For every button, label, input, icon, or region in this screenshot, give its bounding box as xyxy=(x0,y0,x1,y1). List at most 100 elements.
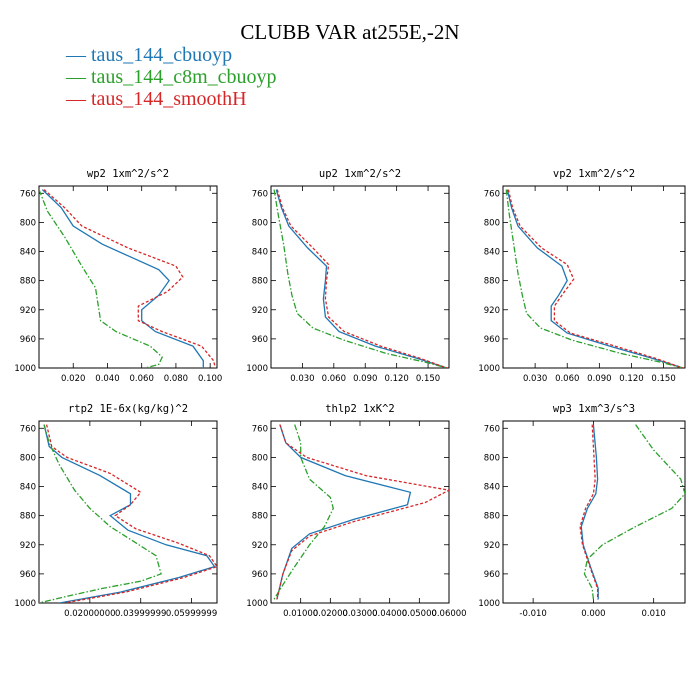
series-line-3 xyxy=(507,189,684,368)
x-tick-label: 0.02000 xyxy=(313,609,348,619)
panel-6: wp3 1xm^3/s^3 760 800 840 880 920 960 1000 -0.01… xyxy=(478,403,686,619)
panel-5: thlp2 1xK^2 760 800 840 880 920 960 1000 0.01000… xyxy=(246,403,466,619)
x-tick-label: 0.060 xyxy=(322,374,346,384)
legend: — taus_144_cbuoyp — taus_144_c8m_cbuoyp … xyxy=(66,44,277,110)
x-tick-label: -0.010 xyxy=(519,609,546,619)
y-tick-label: 840 xyxy=(484,483,500,493)
x-tick-label: 0.090 xyxy=(587,374,611,384)
y-tick-label: 800 xyxy=(20,218,36,228)
y-tick-label: 840 xyxy=(20,483,36,493)
panel-2: up2 1xm^2/s^2 760 800 840 880 920 960 1000 0.030… xyxy=(246,168,450,384)
chart-title: CLUBB VAR at255E,-2N xyxy=(240,20,460,44)
y-tick-label: 880 xyxy=(484,512,500,522)
y-tick-label: 760 xyxy=(484,189,500,199)
x-tick-label: 0.150 xyxy=(416,374,440,384)
x-tick-label: 0.05999999 xyxy=(166,609,217,619)
y-tick-label: 960 xyxy=(484,335,500,345)
x-tick-label: 0.02000000 xyxy=(64,609,115,619)
x-tick-label: 0.03000 xyxy=(342,609,377,619)
y-tick-label: 1000 xyxy=(246,599,268,609)
y-tick-label: 920 xyxy=(20,541,36,551)
y-tick-label: 1000 xyxy=(478,599,500,609)
y-tick-label: 880 xyxy=(20,512,36,522)
y-tick-label: 760 xyxy=(20,424,36,434)
plot-frame xyxy=(38,420,218,604)
x-tick-label: 0.120 xyxy=(619,374,643,384)
plot-frame xyxy=(270,185,450,369)
x-tick-label: 0.040 xyxy=(95,374,119,384)
series-line-2 xyxy=(39,189,163,368)
y-tick-label: 920 xyxy=(252,306,268,316)
series-line-3 xyxy=(45,424,217,603)
series-line-1 xyxy=(506,189,684,368)
y-tick-label: 1000 xyxy=(478,364,500,374)
panel-title: up2 1xm^2/s^2 xyxy=(319,168,401,180)
y-tick-label: 960 xyxy=(484,570,500,580)
x-tick-label: 0.03999999 xyxy=(115,609,166,619)
x-tick-label: 0.04000 xyxy=(372,609,407,619)
x-tick-label: 0.06000 xyxy=(431,609,466,619)
series-line-2 xyxy=(39,424,162,603)
series-line-2 xyxy=(273,189,448,368)
x-tick-label: 0.150 xyxy=(651,374,675,384)
y-tick-label: 880 xyxy=(252,277,268,287)
x-tick-label: 0.090 xyxy=(353,374,377,384)
plot-frame xyxy=(38,185,218,369)
y-tick-label: 800 xyxy=(484,218,500,228)
y-tick-label: 1000 xyxy=(14,364,36,374)
x-tick-label: 0.030 xyxy=(523,374,547,384)
x-tick-label: 0.010 xyxy=(641,609,665,619)
y-tick-label: 960 xyxy=(20,335,36,345)
legend-item-smoothh: — taus_144_smoothH xyxy=(66,88,247,110)
legend-item-c8m-cbuoyp: — taus_144_c8m_cbuoyp xyxy=(66,66,277,88)
x-tick-label: 0.030 xyxy=(290,374,314,384)
y-tick-label: 960 xyxy=(20,570,36,580)
y-tick-label: 760 xyxy=(252,189,268,199)
plot-frame xyxy=(270,420,450,604)
series-line-3 xyxy=(276,189,448,368)
panel-title: wp2 1xm^2/s^2 xyxy=(87,168,169,180)
series-line-1 xyxy=(275,189,448,368)
y-tick-label: 840 xyxy=(20,248,36,258)
y-tick-label: 960 xyxy=(252,570,268,580)
y-tick-label: 1000 xyxy=(14,599,36,609)
y-tick-label: 760 xyxy=(252,424,268,434)
series-line-2 xyxy=(583,424,685,600)
y-tick-label: 920 xyxy=(484,306,500,316)
series-line-2 xyxy=(505,189,684,368)
x-tick-label: 0.120 xyxy=(384,374,408,384)
y-tick-label: 800 xyxy=(20,453,36,463)
series-line-1 xyxy=(41,189,204,368)
legend-label: taus_144_c8m_cbuoyp xyxy=(91,66,277,88)
x-tick-label: 0.060 xyxy=(555,374,579,384)
series-line-1 xyxy=(276,424,412,600)
panel-title: vp2 1xm^2/s^2 xyxy=(553,168,635,180)
x-tick-label: 0.100 xyxy=(198,374,222,384)
y-tick-label: 760 xyxy=(20,189,36,199)
y-tick-label: 840 xyxy=(252,248,268,258)
y-tick-label: 800 xyxy=(484,453,500,463)
legend-label: taus_144_smoothH xyxy=(91,88,247,110)
y-tick-label: 960 xyxy=(252,335,268,345)
series-line-3 xyxy=(579,424,599,600)
y-tick-label: 880 xyxy=(252,512,268,522)
y-tick-label: 800 xyxy=(252,453,268,463)
legend-item-cbuoyp: — taus_144_cbuoyp xyxy=(66,44,233,66)
panel-title: thlp2 1xK^2 xyxy=(325,403,395,415)
legend-label: taus_144_cbuoyp xyxy=(91,44,233,66)
y-tick-label: 760 xyxy=(484,424,500,434)
x-tick-label: 0.05000 xyxy=(402,609,437,619)
y-tick-label: 1000 xyxy=(246,364,268,374)
x-tick-label: 0.000 xyxy=(581,609,605,619)
plot-frame xyxy=(502,185,686,369)
y-tick-label: 880 xyxy=(484,277,500,287)
panel-4: rtp2 1E-6x(kg/kg)^2 760 800 840 880 920 960 100… xyxy=(14,403,218,619)
series-line-3 xyxy=(43,189,216,368)
y-tick-label: 800 xyxy=(252,218,268,228)
y-tick-label: 920 xyxy=(20,306,36,316)
panel-title: rtp2 1E-6x(kg/kg)^2 xyxy=(68,403,188,415)
x-tick-label: 0.080 xyxy=(164,374,188,384)
y-tick-label: 880 xyxy=(20,277,36,287)
y-tick-label: 920 xyxy=(252,541,268,551)
